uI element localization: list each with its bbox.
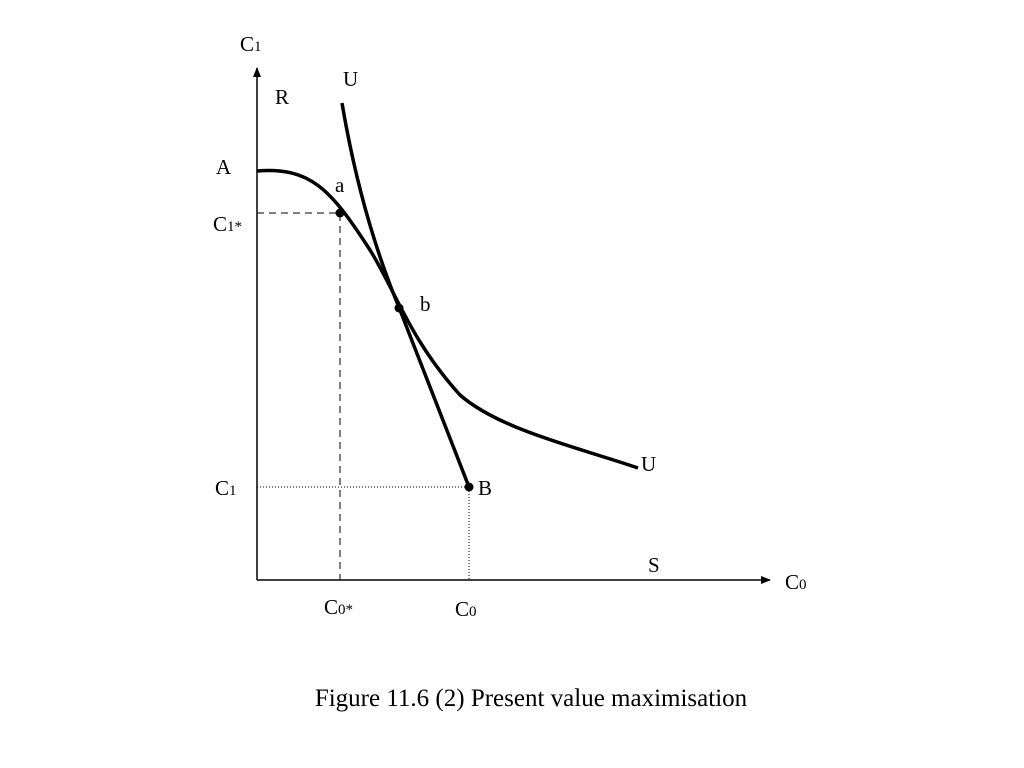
label-a: a bbox=[335, 173, 345, 197]
label-A: A bbox=[216, 155, 232, 179]
opportunity-curve bbox=[256, 168, 639, 470]
tick-label: C1 bbox=[215, 476, 237, 500]
indifference-line bbox=[340, 102, 471, 488]
point-a bbox=[335, 208, 345, 218]
subscript: 0* bbox=[338, 602, 353, 618]
label-b: b bbox=[420, 292, 431, 316]
label-R: R bbox=[275, 85, 289, 109]
subscript: 1* bbox=[227, 219, 242, 235]
label-U: U bbox=[641, 452, 656, 476]
point-b bbox=[394, 303, 404, 313]
dotted-guide bbox=[257, 486, 470, 580]
subscript: 1 bbox=[229, 483, 237, 499]
label-S: S bbox=[648, 553, 660, 577]
label-B: B bbox=[478, 476, 492, 500]
dashed-guide bbox=[257, 212, 341, 580]
caption: Figure 11.6 (2) Present value maximisati… bbox=[315, 685, 748, 712]
letter: C bbox=[240, 32, 254, 56]
subscript: 0 bbox=[799, 577, 807, 593]
letter: C bbox=[215, 476, 229, 500]
letter: C bbox=[785, 570, 799, 594]
y-axis-label: C1 bbox=[240, 32, 262, 56]
subscript: 1 bbox=[254, 39, 262, 55]
label-U: U bbox=[343, 67, 358, 91]
tick-label: C1* bbox=[213, 212, 242, 236]
subscript: 0 bbox=[469, 604, 477, 620]
letter: C bbox=[324, 595, 338, 619]
tick-label: C0 bbox=[455, 597, 477, 621]
letter: C bbox=[455, 597, 469, 621]
letter: C bbox=[213, 212, 227, 236]
point-B bbox=[464, 482, 474, 492]
tick-label: C0* bbox=[324, 595, 353, 619]
x-axis-label: C0 bbox=[785, 570, 807, 594]
